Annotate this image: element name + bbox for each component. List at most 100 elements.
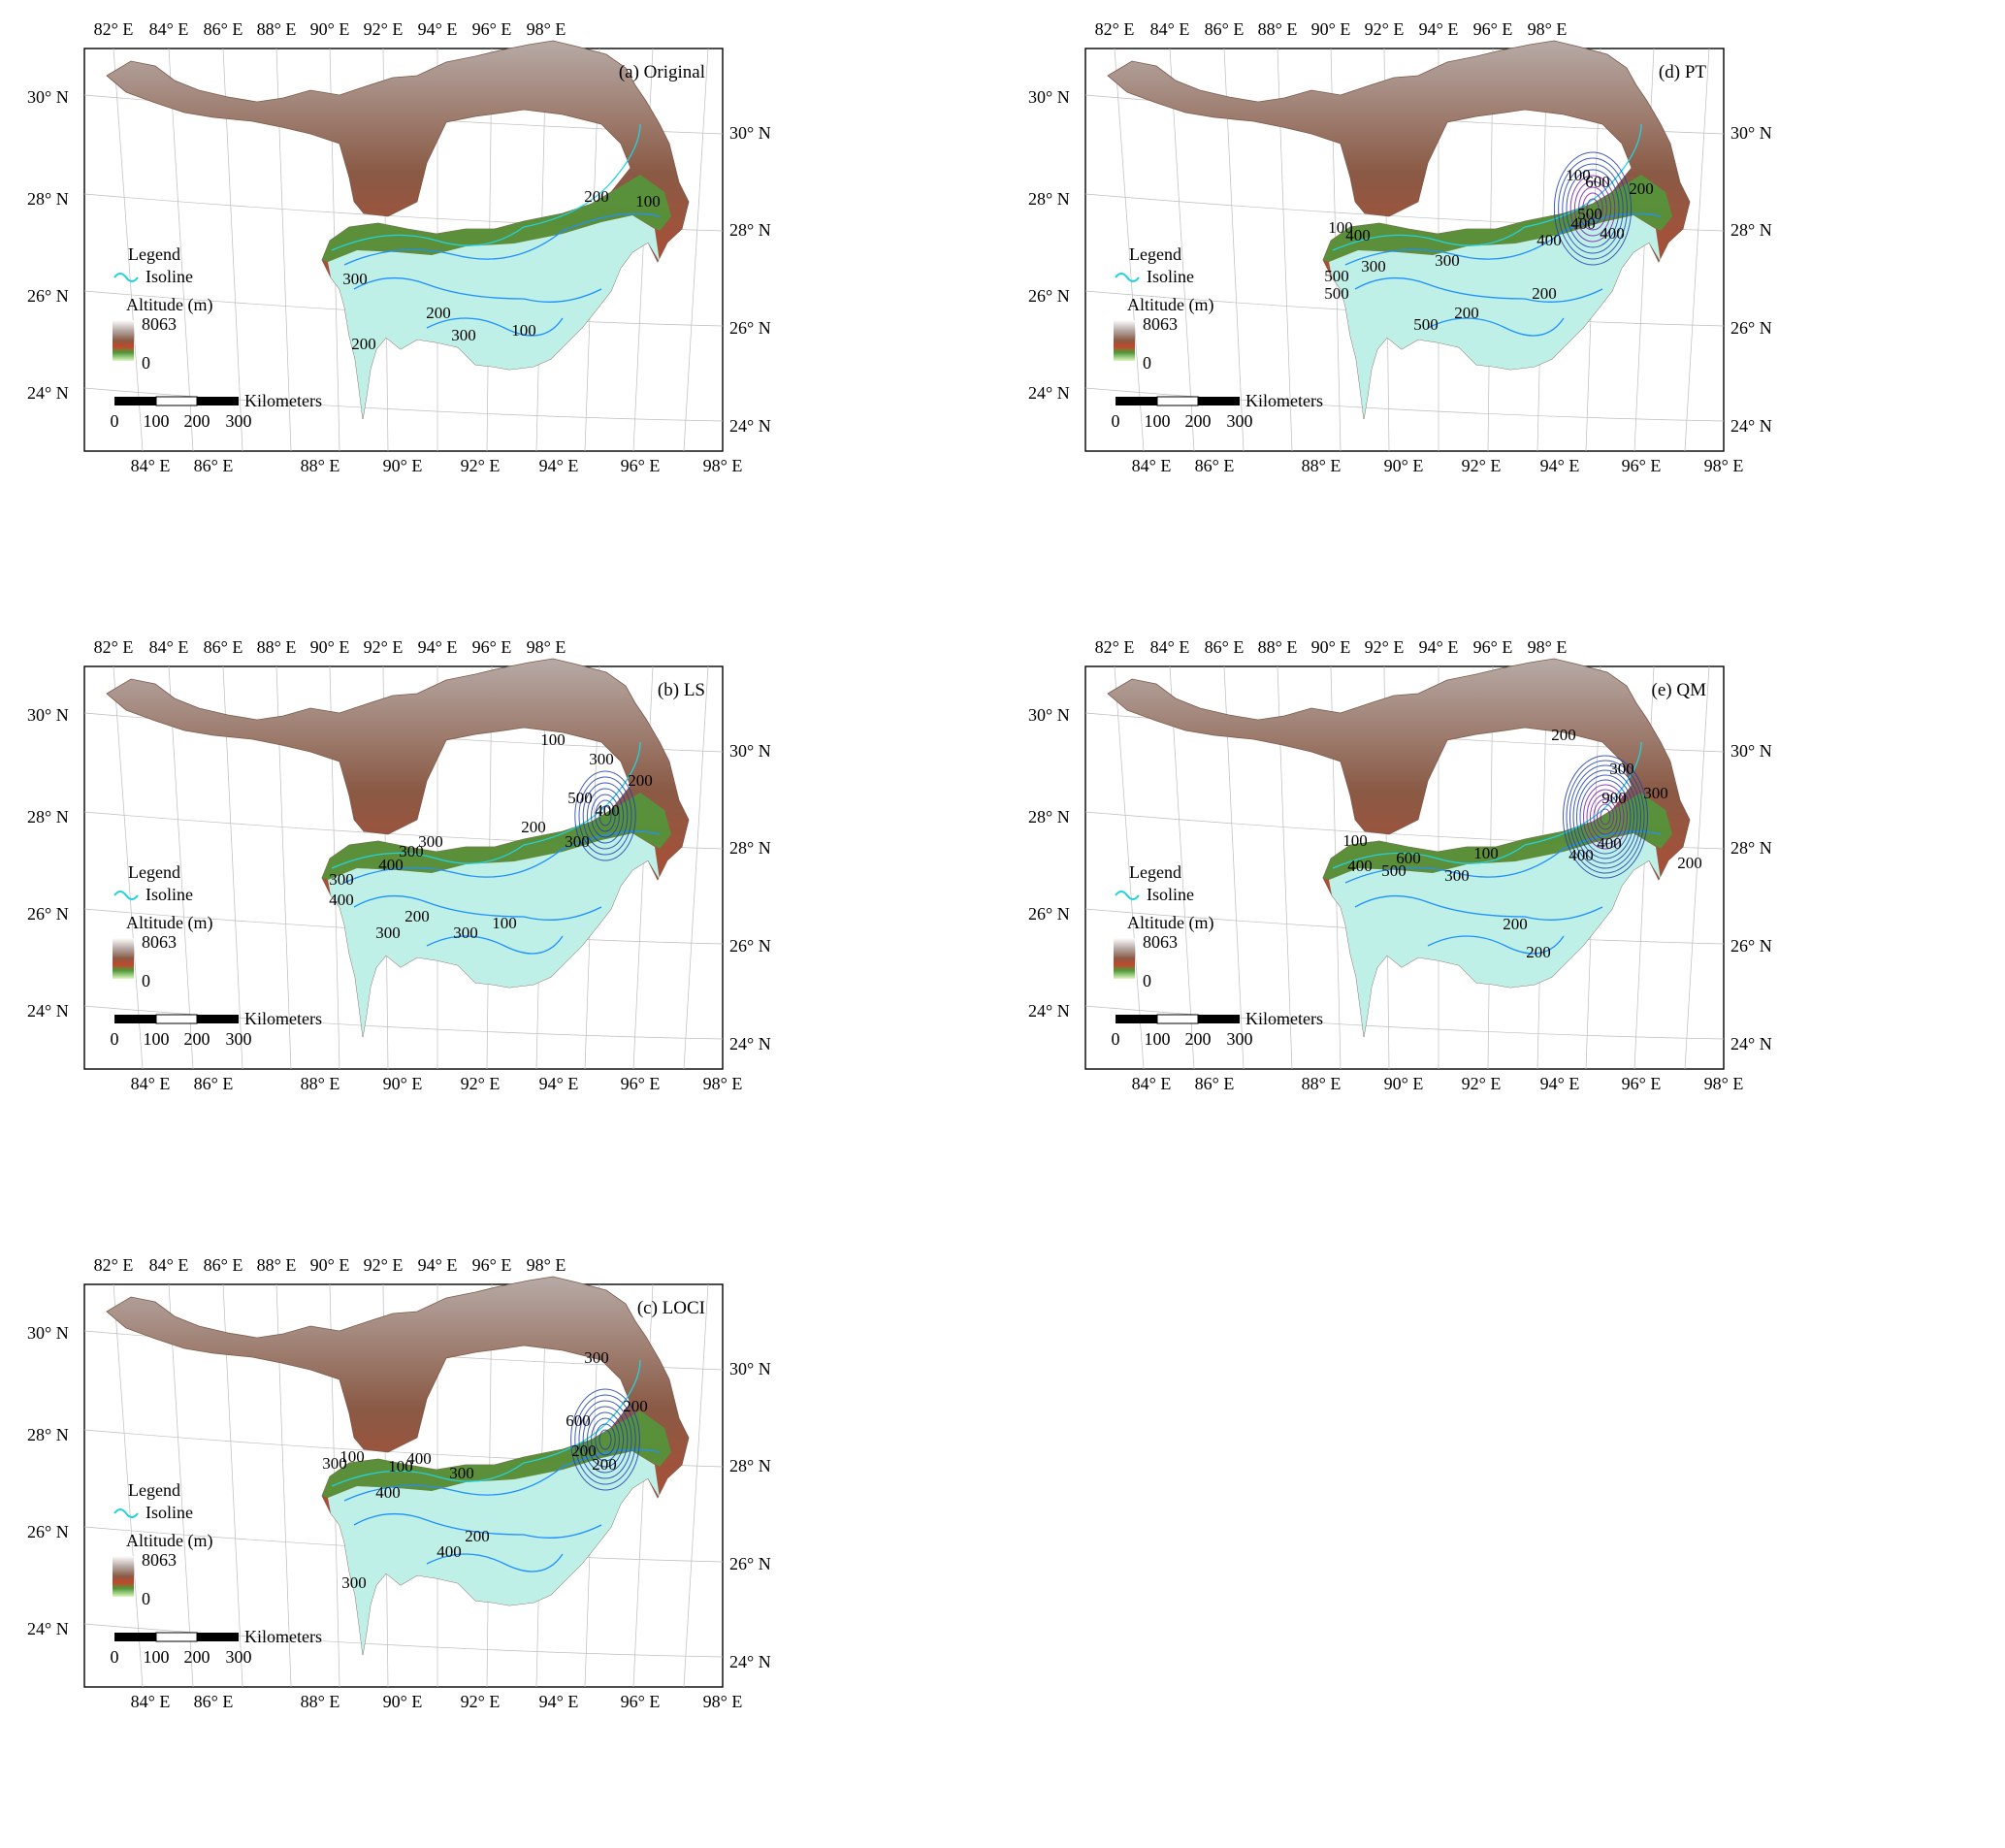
lon-tick-top: 92° E [1365, 637, 1405, 657]
bottom-ticks: 84° E 86° E 88° E 90° E 92° E 94° E 96° E 98° E [1132, 456, 1744, 475]
lon-tick-top: 86° E [1205, 19, 1245, 39]
contour-label: 400 [378, 856, 404, 874]
contour-label: 300 [565, 832, 590, 851]
scale-tick: 0 [111, 411, 119, 431]
lat-tick-right: 26° N [729, 318, 771, 338]
contour-label: 300 [1444, 866, 1470, 885]
lon-tick-bottom: 98° E [1704, 456, 1744, 475]
contour-label: 200 [1629, 179, 1654, 198]
lon-tick-bottom: 88° E [1302, 1074, 1342, 1093]
lowland-region [328, 833, 660, 1037]
contour-label: 300 [451, 326, 476, 344]
top-ticks: 82° E 84° E 86° E 88° E 90° E 92° E 94° E 96° E… [94, 19, 566, 39]
contour-label: 300 [341, 1573, 367, 1592]
top-ticks: 82° E 84° E 86° E 88° E 90° E 92° E 94° E 96° E… [1095, 19, 1568, 39]
contour-core [1553, 151, 1633, 266]
lon-tick-bottom: 86° E [1195, 1074, 1235, 1093]
legend: Legend Isoline Altitude (m)8063 0 [113, 244, 212, 373]
isolines [331, 123, 661, 337]
legend: Legend Isoline Altitude (m)8063 0 [1114, 244, 1213, 373]
lon-tick-top: 84° E [149, 637, 189, 657]
altitude-colorbar [113, 938, 134, 979]
lat-tick-right: 30° N [1730, 741, 1772, 761]
lat-tick-left: 26° N [1028, 904, 1070, 924]
lat-tick-left: 28° N [27, 807, 69, 827]
top-ticks: 82° E 84° E 86° E 88° E 90° E 92° E 94° E 96° E… [94, 1255, 566, 1275]
lowland-region [328, 1451, 660, 1655]
lon-tick-bottom: 92° E [461, 1692, 501, 1711]
contour-label: 100 [1566, 166, 1591, 184]
contour-core [1563, 755, 1648, 879]
lon-tick-top: 88° E [257, 19, 297, 39]
lon-tick-top: 86° E [1205, 637, 1245, 657]
contour-label: 200 [1677, 854, 1702, 872]
lon-tick-top: 98° E [1528, 19, 1568, 39]
lon-tick-bottom: 92° E [1462, 1074, 1502, 1093]
scale-unit: Kilometers [1245, 1009, 1323, 1028]
legend-altitude-min: 0 [142, 353, 150, 373]
panel-title: (c) LOCI [637, 1298, 705, 1318]
lon-tick-top: 92° E [364, 19, 404, 39]
forest-band [322, 1410, 671, 1498]
scale-tick: 300 [1227, 411, 1253, 431]
lon-tick-top: 82° E [1095, 637, 1135, 657]
legend-altitude-min: 0 [142, 971, 150, 990]
lon-tick-bottom: 88° E [301, 1692, 340, 1711]
panel-title: (b) LS [658, 680, 705, 700]
contour-label: 200 [571, 1442, 597, 1460]
contour-label: 200 [426, 304, 451, 322]
legend-isoline-label: Isoline [146, 1503, 193, 1522]
lat-tick-right: 28° N [729, 838, 771, 858]
lat-tick-left: 26° N [27, 904, 69, 924]
contour-label: 400 [1347, 857, 1373, 875]
lon-tick-top: 96° E [1473, 637, 1513, 657]
legend-isoline-label: Isoline [146, 267, 193, 286]
legend-title: Legend [1129, 862, 1181, 882]
lon-tick-top: 86° E [204, 637, 243, 657]
lon-tick-bottom: 88° E [301, 1074, 340, 1093]
lon-tick-bottom: 90° E [383, 456, 423, 475]
lat-tick-right: 30° N [729, 741, 771, 761]
lat-tick-left: 24° N [27, 1619, 69, 1638]
top-ticks: 82° E 84° E 86° E 88° E 90° E 92° E 94° E 96° E… [1095, 637, 1568, 657]
lon-tick-top: 86° E [204, 19, 243, 39]
lowland-region [1329, 833, 1661, 1037]
scale-tick: 200 [184, 1029, 210, 1049]
legend-isoline-label: Isoline [1147, 885, 1194, 904]
map-panel-a: 200 100 300 200 300 100 200 (a) Original 82° E 84… [19, 8, 1019, 609]
lon-tick-bottom: 88° E [301, 456, 340, 475]
lon-tick-top: 90° E [310, 19, 350, 39]
lon-tick-top: 88° E [257, 637, 297, 657]
lon-tick-top: 88° E [1258, 19, 1298, 39]
scale-tick: 100 [1145, 1029, 1171, 1049]
forest-band [322, 793, 671, 880]
contour-label: 600 [1396, 849, 1421, 867]
contour-label: 200 [628, 771, 653, 790]
contour-core [574, 770, 636, 861]
contour-label: 200 [584, 187, 609, 206]
scale-tick: 200 [1185, 411, 1212, 431]
contour-label: 200 [1551, 726, 1576, 744]
legend-altitude-min: 0 [1143, 971, 1151, 990]
lon-tick-bottom: 90° E [1384, 1074, 1424, 1093]
contour-label: 300 [449, 1464, 474, 1482]
legend-altitude-title: Altitude (m) [126, 1531, 212, 1551]
contour-label: 100 [388, 1457, 413, 1475]
panel-title: (a) Original [619, 62, 705, 82]
legend-title: Legend [128, 862, 180, 882]
lon-tick-bottom: 96° E [621, 1074, 661, 1093]
lon-tick-bottom: 84° E [131, 1692, 171, 1711]
scale-tick: 100 [144, 411, 170, 431]
scale-tick: 0 [111, 1647, 119, 1667]
legend-altitude-title: Altitude (m) [1127, 295, 1213, 315]
scale-bar: Kilometers 0 100 200 300 [111, 391, 322, 431]
contour-label: 200 [404, 907, 430, 925]
terrain-layer [106, 658, 690, 1038]
lat-tick-right: 30° N [729, 1359, 771, 1378]
lat-tick-right: 26° N [729, 1554, 771, 1573]
contour-label: 100 [1342, 831, 1368, 850]
